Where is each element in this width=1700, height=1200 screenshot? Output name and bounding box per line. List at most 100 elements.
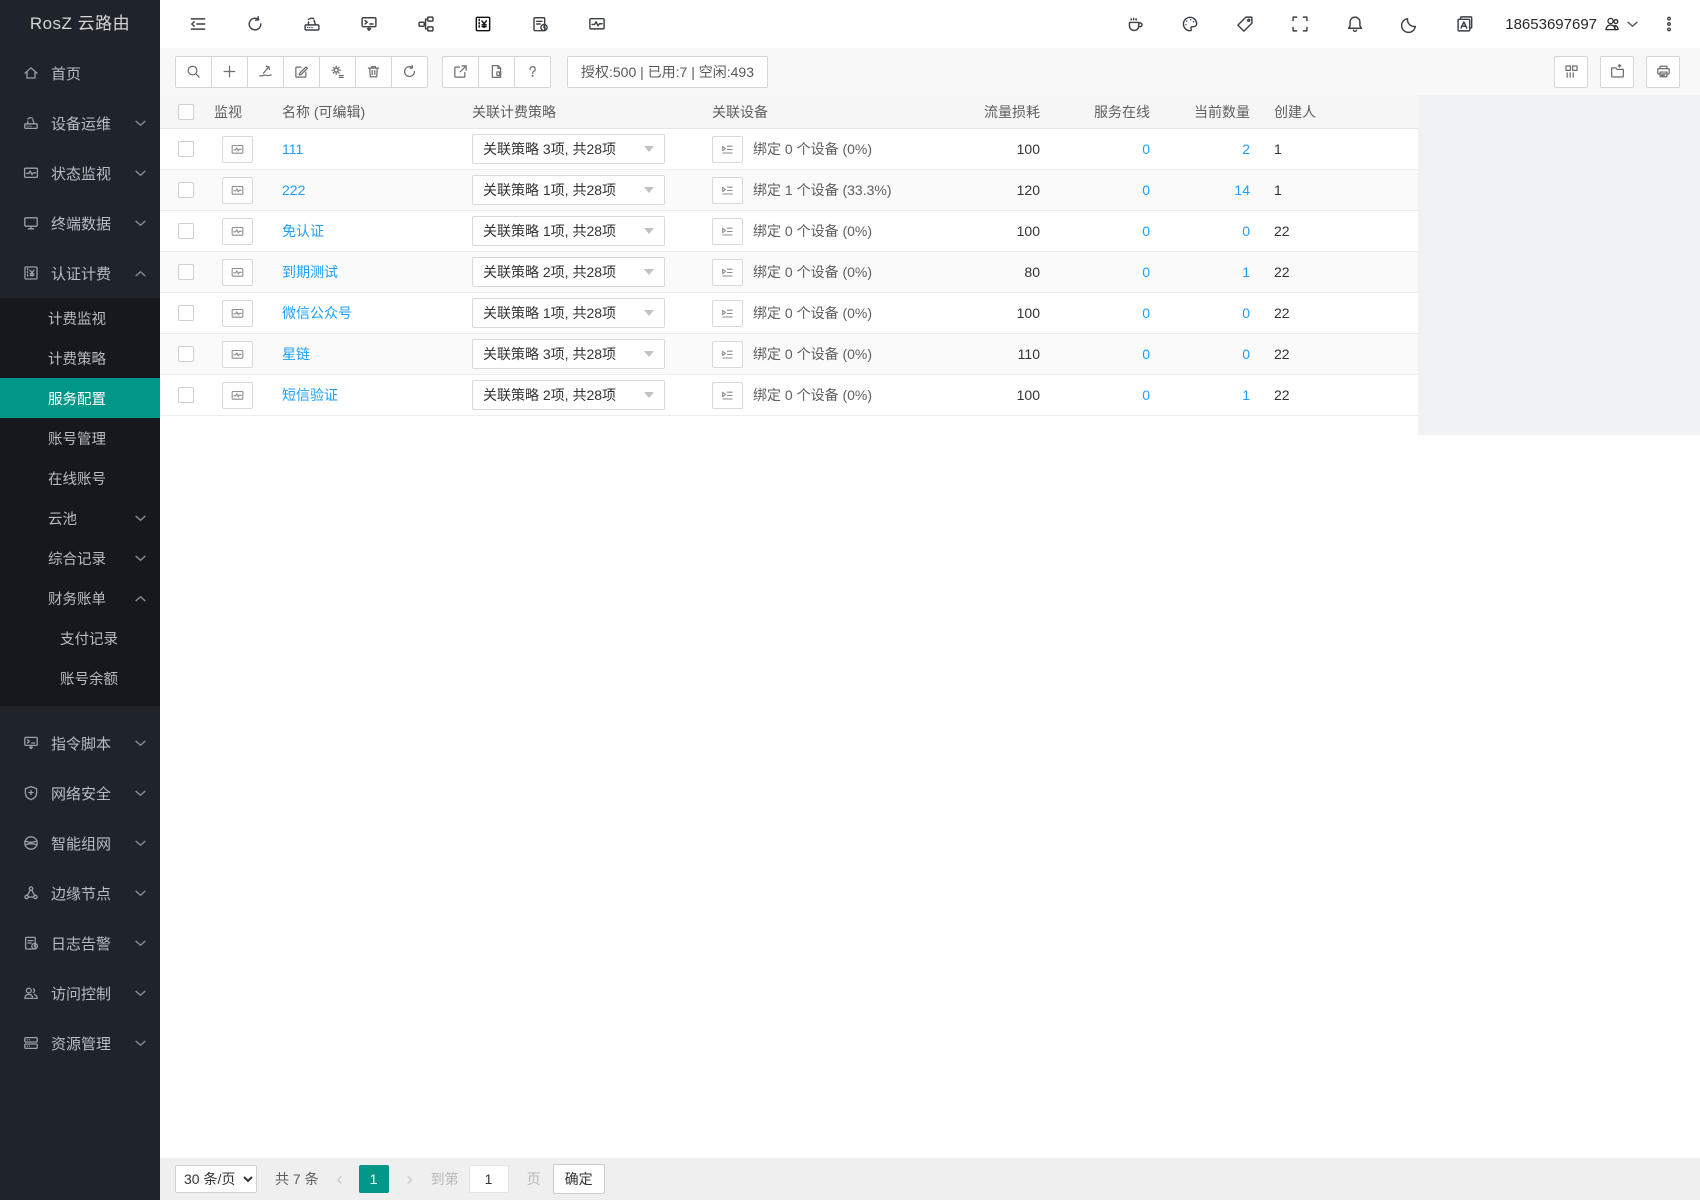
current-count-link[interactable]: 0 bbox=[1242, 305, 1250, 321]
sidebar-item-home[interactable]: 首页 bbox=[0, 48, 160, 98]
sidebar-item-security[interactable]: 网络安全 bbox=[0, 768, 160, 818]
online-count-link[interactable]: 0 bbox=[1142, 346, 1150, 362]
add-button[interactable] bbox=[211, 55, 248, 88]
online-count-link[interactable]: 0 bbox=[1142, 141, 1150, 157]
sidebar-item-scripts[interactable]: 指令脚本 bbox=[0, 718, 160, 768]
online-count-link[interactable]: 0 bbox=[1142, 223, 1150, 239]
monitor-button[interactable] bbox=[222, 299, 253, 327]
row-checkbox[interactable] bbox=[178, 223, 194, 239]
service-name-link[interactable]: 111 bbox=[282, 141, 304, 157]
delete-button[interactable] bbox=[355, 55, 392, 88]
print-button[interactable] bbox=[1646, 55, 1680, 88]
sidebar-item-log-alerts[interactable]: 日志告警 bbox=[0, 918, 160, 968]
monitor-button[interactable] bbox=[222, 135, 253, 163]
sidebar-item-cloud-pool[interactable]: 云池 bbox=[0, 498, 160, 538]
policy-select[interactable]: 关联策略 2项, 共28项 bbox=[472, 257, 665, 287]
row-checkbox[interactable] bbox=[178, 182, 194, 198]
search-button[interactable] bbox=[175, 55, 212, 88]
monitor-button[interactable] bbox=[222, 176, 253, 204]
policy-select[interactable]: 关联策略 1项, 共28项 bbox=[472, 216, 665, 246]
monitor-button[interactable] bbox=[222, 258, 253, 286]
sidebar-item-account-balance[interactable]: 账号余额 bbox=[0, 658, 160, 698]
sidebar-item-terminal-data[interactable]: 终端数据 bbox=[0, 198, 160, 248]
tag-icon[interactable] bbox=[1235, 14, 1255, 34]
sidebar-item-finance-bills[interactable]: 财务账单 bbox=[0, 578, 160, 618]
device-list-button[interactable] bbox=[712, 299, 743, 327]
select-all-checkbox[interactable] bbox=[178, 103, 194, 120]
current-count-link[interactable]: 14 bbox=[1234, 182, 1250, 198]
sidebar-item-status[interactable]: 状态监视 bbox=[0, 148, 160, 198]
row-checkbox[interactable] bbox=[178, 264, 194, 280]
service-name-link[interactable]: 微信公众号 bbox=[282, 305, 352, 321]
current-count-link[interactable]: 0 bbox=[1242, 223, 1250, 239]
fullscreen-icon[interactable] bbox=[1290, 14, 1310, 34]
monitor-button[interactable] bbox=[222, 381, 253, 409]
service-name-link[interactable]: 免认证 bbox=[282, 223, 324, 239]
coffee-icon[interactable] bbox=[1125, 14, 1145, 34]
monitor-shortcut-icon[interactable] bbox=[587, 14, 607, 34]
folder-upload-button[interactable] bbox=[1600, 55, 1634, 88]
current-count-link[interactable]: 1 bbox=[1242, 387, 1250, 403]
device-list-button[interactable] bbox=[712, 217, 743, 245]
device-list-button[interactable] bbox=[712, 135, 743, 163]
sidebar-item-payment-records[interactable]: 支付记录 bbox=[0, 618, 160, 658]
sidebar-item-access-control[interactable]: 访问控制 bbox=[0, 968, 160, 1018]
online-count-link[interactable]: 0 bbox=[1142, 387, 1150, 403]
sidebar-item-online-accounts[interactable]: 在线账号 bbox=[0, 458, 160, 498]
refresh-icon[interactable] bbox=[245, 14, 265, 34]
moon-icon[interactable] bbox=[1400, 14, 1420, 34]
next-page-button[interactable]: › bbox=[406, 1169, 413, 1189]
online-count-link[interactable]: 0 bbox=[1142, 182, 1150, 198]
policy-select[interactable]: 关联策略 1项, 共28项 bbox=[472, 298, 665, 328]
sidebar-item-edge-nodes[interactable]: 边缘节点 bbox=[0, 868, 160, 918]
page-size-select[interactable]: 30 条/页 bbox=[175, 1165, 257, 1193]
policy-select[interactable]: 关联策略 2项, 共28项 bbox=[472, 380, 665, 410]
bell-icon[interactable] bbox=[1345, 14, 1365, 34]
sidebar-item-billing-monitor[interactable]: 计费监视 bbox=[0, 298, 160, 338]
current-count-link[interactable]: 2 bbox=[1242, 141, 1250, 157]
sidebar-item-smart-network[interactable]: 智能组网 bbox=[0, 818, 160, 868]
device-list-button[interactable] bbox=[712, 176, 743, 204]
export-button[interactable] bbox=[442, 55, 479, 88]
device-list-button[interactable] bbox=[712, 340, 743, 368]
policy-select[interactable]: 关联策略 3项, 共28项 bbox=[472, 339, 665, 369]
monitor-button[interactable] bbox=[222, 340, 253, 368]
device-list-button[interactable] bbox=[712, 258, 743, 286]
topology-shortcut-icon[interactable] bbox=[416, 14, 436, 34]
confirm-button[interactable]: 确定 bbox=[552, 1164, 605, 1194]
online-count-link[interactable]: 0 bbox=[1142, 264, 1150, 280]
service-name-link[interactable]: 短信验证 bbox=[282, 387, 338, 403]
batch-settings-button[interactable] bbox=[319, 55, 356, 88]
monitor-button[interactable] bbox=[222, 217, 253, 245]
current-page-button[interactable]: 1 bbox=[358, 1165, 389, 1193]
row-checkbox[interactable] bbox=[178, 305, 194, 321]
current-count-link[interactable]: 1 bbox=[1242, 264, 1250, 280]
sidebar-item-devices[interactable]: 设备运维 bbox=[0, 98, 160, 148]
policy-select[interactable]: 关联策略 3项, 共28项 bbox=[472, 134, 665, 164]
sidebar-item-records[interactable]: 综合记录 bbox=[0, 538, 160, 578]
account-menu[interactable]: 18653697697 bbox=[1505, 15, 1638, 33]
router-shortcut-icon[interactable] bbox=[302, 14, 322, 34]
online-count-link[interactable]: 0 bbox=[1142, 305, 1150, 321]
sidebar-item-billing-policy[interactable]: 计费策略 bbox=[0, 338, 160, 378]
service-name-link[interactable]: 到期测试 bbox=[282, 264, 338, 280]
policy-select[interactable]: 关联策略 1项, 共28项 bbox=[472, 175, 665, 205]
sidebar-item-resources[interactable]: 资源管理 bbox=[0, 1018, 160, 1068]
columns-button[interactable] bbox=[1554, 55, 1588, 88]
edit-button[interactable] bbox=[283, 55, 320, 88]
kebab-icon[interactable] bbox=[1660, 15, 1678, 33]
row-checkbox[interactable] bbox=[178, 387, 194, 403]
prev-page-button[interactable]: ‹ bbox=[336, 1169, 343, 1189]
goto-page-input[interactable] bbox=[468, 1165, 509, 1193]
menu-collapse-icon[interactable] bbox=[188, 14, 208, 34]
row-checkbox[interactable] bbox=[178, 346, 194, 362]
service-name-link[interactable]: 222 bbox=[282, 182, 306, 198]
log-shortcut-icon[interactable] bbox=[530, 14, 550, 34]
script-shortcut-icon[interactable] bbox=[359, 14, 379, 34]
file-export-button[interactable] bbox=[478, 55, 515, 88]
row-checkbox[interactable] bbox=[178, 141, 194, 157]
service-name-link[interactable]: 星链 bbox=[282, 346, 310, 362]
sidebar-item-billing[interactable]: 认证计费 bbox=[0, 248, 160, 298]
language-icon[interactable] bbox=[1455, 14, 1475, 34]
billing-shortcut-icon[interactable] bbox=[473, 14, 493, 34]
